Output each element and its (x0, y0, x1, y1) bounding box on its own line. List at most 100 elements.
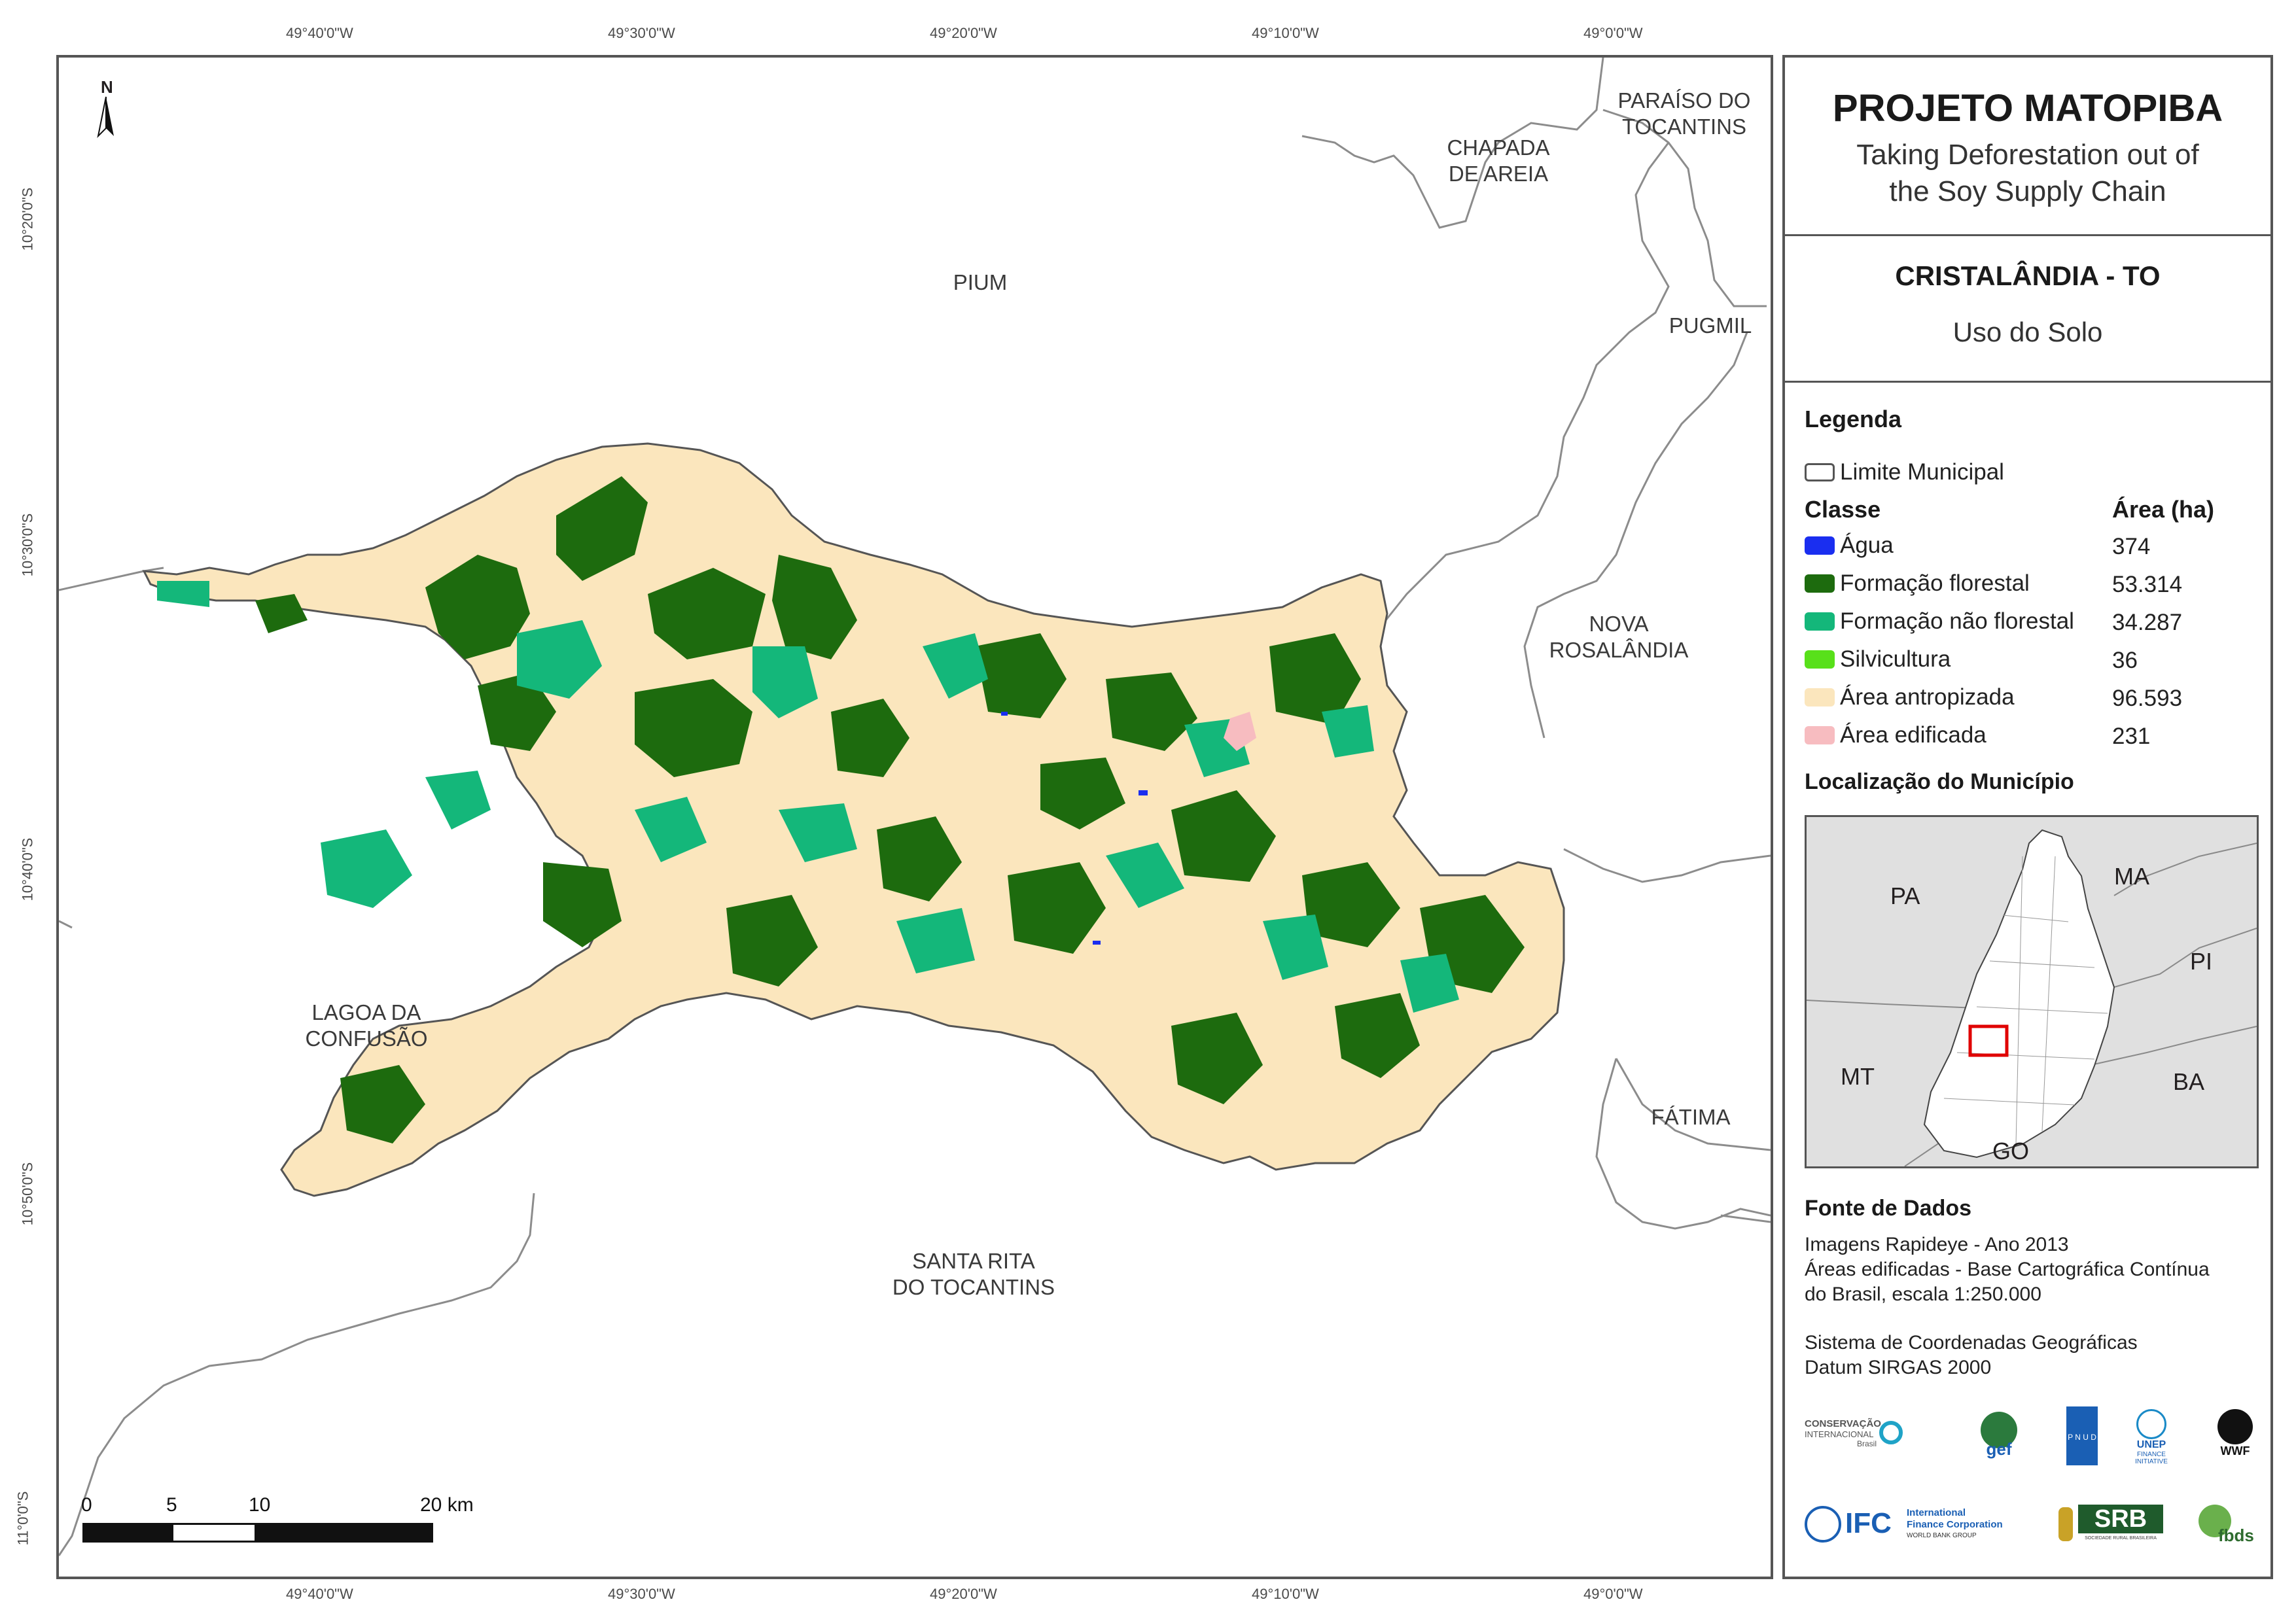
north-arrow-icon (97, 96, 114, 139)
label-fatima: FÁTIMA (1651, 1104, 1731, 1130)
label-fatima-line1: FÁTIMA (1651, 1105, 1731, 1129)
coord-top-2: 49°30'0"W (608, 25, 675, 41)
state-pa: PA (1890, 882, 1920, 909)
location-inset: PA MA PI MT BA GO (1805, 815, 2259, 1168)
legend-row-silvicultura: Silvicultura (1805, 645, 1951, 674)
label-pugmil-line1: PUGMIL (1669, 313, 1752, 338)
legend-limite: Limite Municipal (1805, 458, 2004, 487)
area-edificada-patch (1224, 712, 1256, 751)
label-paraiso: PARAÍSO DO TOCANTINS (1618, 88, 1751, 140)
legend-row-edificada: Área edificada (1805, 721, 1987, 750)
label-paraiso-line2: TOCANTINS (1621, 114, 1747, 139)
coord-top-3: 49°20'0"W (930, 25, 997, 41)
coord-bottom-3: 49°20'0"W (930, 1586, 997, 1602)
ifc-line1: International (1907, 1507, 1966, 1518)
coord-top-5: 49°0'0"W (1583, 25, 1643, 41)
label-pium-line1: PIUM (953, 270, 1008, 294)
coord-left-3: 10°40'0"S (19, 837, 36, 901)
label-santa-line2: DO TOCANTINS (892, 1275, 1055, 1299)
antropizada-area: 96.593 (2112, 686, 2183, 711)
ifc-line3: WORLD BANK GROUP (1907, 1532, 1977, 1539)
unep-sub1: FINANCE (2137, 1451, 2166, 1458)
florestal-swatch (1805, 574, 1835, 593)
label-nova-line2: ROSALÂNDIA (1549, 638, 1689, 662)
edificada-area: 231 (2112, 724, 2151, 749)
florestal-area: 53.314 (2112, 572, 2183, 597)
coord-left-5: 11°0'0"S (14, 1491, 31, 1546)
scale-label-20: 20 km (420, 1494, 474, 1516)
legend-row-florestal: Formação florestal (1805, 569, 2030, 598)
coord-bottom-1: 49°40'0"W (286, 1586, 353, 1602)
map-frame: N PARAÍSO DO TOCANTINS CHAPADA DE AREIA … (56, 55, 1773, 1579)
logo-undp: P N U D (2066, 1406, 2098, 1465)
state-go: GO (1992, 1138, 2030, 1164)
logo-gef: gef (1976, 1412, 2022, 1464)
label-pium: PIUM (953, 270, 1008, 296)
gef-label: gef (1986, 1439, 2012, 1459)
scale-label-5: 5 (166, 1494, 177, 1516)
formacao-florestal-patches (255, 476, 1525, 1143)
coord-top-1: 49°40'0"W (286, 25, 353, 41)
separator-2 (1785, 381, 2270, 383)
logo-unep: UNEP FINANCE INITIATIVE (2125, 1409, 2178, 1465)
label-nova-line1: NOVA (1589, 612, 1649, 636)
srb-wheat-icon (2058, 1507, 2073, 1541)
logo-fbds: fbds (2199, 1502, 2264, 1550)
source-line-1: Imagens Rapideye - Ano 2013 (1805, 1234, 2069, 1255)
area-header: Área (ha) (2112, 496, 2215, 523)
florestal-label: Formação florestal (1840, 570, 2030, 596)
ifc-line2: Finance Corporation (1907, 1519, 2003, 1530)
coord-left-4: 10°50'0"S (19, 1162, 36, 1226)
source-line-5: Sistema de Coordenadas Geográficas (1805, 1332, 2138, 1353)
project-subtitle-line1: Taking Deforestation out of (1856, 139, 2199, 171)
state-mt: MT (1841, 1063, 1875, 1090)
ci-line3: Brasil (1856, 1439, 1877, 1448)
antropizada-label: Área antropizada (1840, 684, 2015, 710)
legend-title: Legenda (1805, 406, 1902, 432)
fbds-label: fbds (2218, 1526, 2254, 1545)
label-lagoa-line2: CONFUSÃO (305, 1026, 428, 1051)
gef-globe-icon (1981, 1412, 2017, 1448)
wwf-label: WWF (2220, 1444, 2250, 1457)
agua-patches (1001, 712, 1148, 945)
label-lagoa-line1: LAGOA DA (311, 1000, 421, 1024)
formacao-nao-florestal-patches (157, 581, 1459, 1013)
scale-label-10: 10 (249, 1494, 271, 1516)
coord-bottom-4: 49°10'0"W (1252, 1586, 1319, 1602)
ci-line2: INTERNACIONAL (1805, 1429, 1874, 1439)
label-chapada: CHAPADA DE AREIA (1447, 135, 1549, 187)
antropizada-swatch (1805, 688, 1835, 707)
coord-bottom-5: 49°0'0"W (1583, 1586, 1643, 1602)
ci-ring-icon (1879, 1421, 1903, 1444)
fbds-leaf-icon (2199, 1505, 2231, 1537)
scale-bar (82, 1523, 436, 1543)
municipal-boundaries (59, 58, 1771, 1556)
ifc-label: IFC (1845, 1507, 1892, 1539)
label-pugmil: PUGMIL (1669, 313, 1752, 339)
srb-label: SRB (2078, 1505, 2163, 1533)
source-title: Fonte de Dados (1805, 1196, 1972, 1221)
unep-label: UNEP (2136, 1439, 2166, 1450)
state-pi: PI (2190, 948, 2213, 975)
north-label: N (101, 77, 113, 97)
coord-top-4: 49°10'0"W (1252, 25, 1319, 41)
logo-conservacao-internacional: CONSERVAÇÃO INTERNACIONAL Brasil (1805, 1418, 1903, 1464)
agua-area: 374 (2112, 534, 2151, 559)
tocantins-municipal-lines (1943, 856, 2108, 1145)
inset-map (1807, 829, 2257, 1166)
limite-swatch (1805, 463, 1835, 481)
cristalandia-locator (1968, 1024, 2009, 1057)
agua-swatch (1805, 536, 1835, 555)
silvicultura-swatch (1805, 650, 1835, 669)
silvicultura-area: 36 (2112, 648, 2138, 673)
logo-ifc: IFC International Finance Corporation WO… (1805, 1503, 2034, 1549)
panda-icon (2217, 1409, 2253, 1444)
state-ba: BA (2173, 1068, 2205, 1095)
unep-sub2: INITIATIVE (2135, 1458, 2168, 1465)
info-panel: PROJETO MATOPIBA Taking Deforestation ou… (1782, 55, 2273, 1579)
scale-label-0: 0 (81, 1494, 92, 1516)
label-santa: SANTA RITA DO TOCANTINS (892, 1248, 1055, 1300)
legend-row-agua: Água (1805, 531, 1894, 560)
label-chapada-line2: DE AREIA (1448, 162, 1549, 186)
label-paraiso-line1: PARAÍSO DO (1617, 88, 1751, 113)
